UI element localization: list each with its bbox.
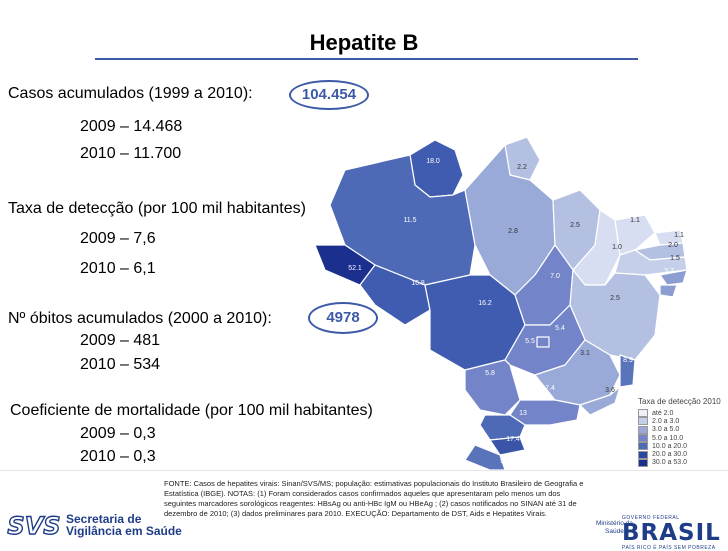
governo-federal-text: GOVERNO FEDERAL: [622, 515, 680, 521]
casos-total: 104.454: [301, 86, 357, 103]
value-MA: 2.5: [570, 222, 580, 229]
brasil-wordmark: BRASIL: [622, 520, 721, 546]
taxa-2009: 2009 – 7,6: [80, 230, 156, 247]
ministerio-logo: Ministério da Saúde: [596, 520, 633, 536]
value-SC: 17.4: [506, 436, 520, 443]
obitos-2010: 2010 – 534: [80, 356, 161, 373]
value-AC: 52.1: [348, 265, 362, 272]
casos-label: Casos acumulados (1999 a 2010):: [8, 85, 253, 102]
legend-label: até 2.0: [652, 409, 674, 417]
obitos-2009: 2009 – 481: [80, 332, 161, 349]
value-DF: 5.5: [525, 338, 535, 345]
taxa-2010: 2010 – 6,1: [80, 260, 156, 277]
taxa-label: Taxa de detecção (por 100 mil habitantes…: [8, 200, 306, 217]
legend-label: 2.0 a 3.0: [652, 417, 680, 425]
state-ES: [619, 354, 636, 388]
value-AM: 11.5: [403, 217, 416, 224]
legend-title: Taxa de detecção 2010: [638, 397, 721, 406]
legend-label: 30.0 a 53.0: [652, 459, 688, 467]
state-SE: [659, 284, 678, 298]
source-note: FONTE: Casos de hepatites virais: Sinan/…: [164, 479, 584, 518]
state-RS: [464, 444, 506, 470]
svs-logo: SVS: [4, 510, 64, 540]
legend-label: 10.0 a 20.0: [652, 442, 688, 450]
legend-item: 2.0 a 3.0: [638, 417, 721, 426]
state-MS: [464, 359, 521, 416]
value-BA: 2.5: [610, 295, 620, 302]
legend-swatch: [638, 458, 648, 467]
ministerio-line2: Saúde: [605, 528, 624, 535]
mortalidade-2009: 2009 – 0,3: [80, 425, 156, 442]
value-PA: 2.8: [508, 228, 518, 235]
legend-swatch: [638, 425, 648, 434]
legend-item: 20.0 a 30.0: [638, 450, 721, 459]
state-SC: [489, 436, 526, 456]
title-underline: [95, 58, 638, 60]
legend-swatch: [638, 442, 648, 451]
value-PB: 2.0: [668, 242, 678, 249]
value-SE: 4.2: [653, 279, 663, 286]
legend-item: 10.0 a 20.0: [638, 442, 721, 451]
legend-swatch: [638, 409, 648, 418]
value-AP: 2.2: [517, 164, 527, 171]
legend-swatch: [638, 434, 648, 443]
value-RJ: 3.6: [605, 387, 615, 394]
value-RR: 18.0: [426, 158, 440, 165]
svs-logo-text: SVS: [7, 512, 60, 540]
value-PE: 1.5: [670, 255, 680, 262]
value-GO: 5.4: [555, 325, 565, 332]
secretaria-line1: Secretaria de: [66, 512, 142, 526]
value-TO: 7.0: [550, 273, 560, 280]
state-CE: [614, 214, 656, 256]
value-AL: 3.7: [664, 268, 674, 275]
casos-total-highlight: 104.454: [289, 80, 369, 110]
mortalidade-2010: 2010 – 0,3: [80, 448, 156, 465]
value-MG: 3.1: [580, 350, 590, 357]
legend-swatch: [638, 450, 648, 459]
legend-item: até 2.0: [638, 409, 721, 418]
page-title: Hepatite B: [309, 30, 419, 55]
value-PR: 13: [519, 410, 527, 417]
legend-label: 5.0 a 10.0: [652, 434, 684, 442]
value-RS: 9.8: [500, 458, 510, 465]
obitos-label: Nº óbitos acumulados (2000 a 2010):: [8, 310, 272, 327]
footer-divider: [0, 470, 728, 471]
ministerio-line1: Ministério da: [596, 520, 633, 527]
legend-label: 3.0 a 5.0: [652, 426, 680, 434]
casos-2009: 2009 – 14.468: [80, 118, 183, 135]
brazil-map: 18.0 2.2 11.5 2.8 2.5 1.1 1.1 1.0 2.0 1.…: [315, 136, 688, 470]
mortalidade-label: Coeficiente de mortalidade (por 100 mil …: [10, 402, 373, 419]
obitos-total-highlight: 4978: [308, 302, 378, 334]
state-AL: [659, 269, 688, 286]
value-SP: 7.4: [545, 385, 555, 392]
value-MS: 5.8: [485, 370, 495, 377]
legend-item: 3.0 a 5.0: [638, 425, 721, 434]
state-DF: [536, 336, 550, 348]
secretaria-line2: Vigilância em Saúde: [66, 524, 182, 538]
value-PI: 1.0: [612, 244, 622, 251]
obitos-total: 4978: [326, 309, 360, 326]
legend-label: 20.0 a 30.0: [652, 451, 688, 459]
state-RJ: [579, 386, 621, 416]
secretaria-name: Secretaria de Vigilância em Saúde: [66, 513, 182, 537]
legend-item: 5.0 a 10.0: [638, 434, 721, 443]
value-RN: 1.1: [674, 232, 684, 239]
legend-swatch: [638, 417, 648, 426]
value-ES: 8.9: [623, 357, 633, 364]
casos-2010: 2010 – 11.700: [80, 145, 182, 162]
legend-item: 30.0 a 53.0: [638, 458, 721, 467]
value-RO: 16.8: [411, 280, 425, 287]
value-MT: 16.2: [478, 300, 492, 307]
map-legend: Taxa de detecção 2010 até 2.0 2.0 a 3.0 3.…: [638, 397, 721, 467]
value-CE: 1.1: [630, 217, 640, 224]
